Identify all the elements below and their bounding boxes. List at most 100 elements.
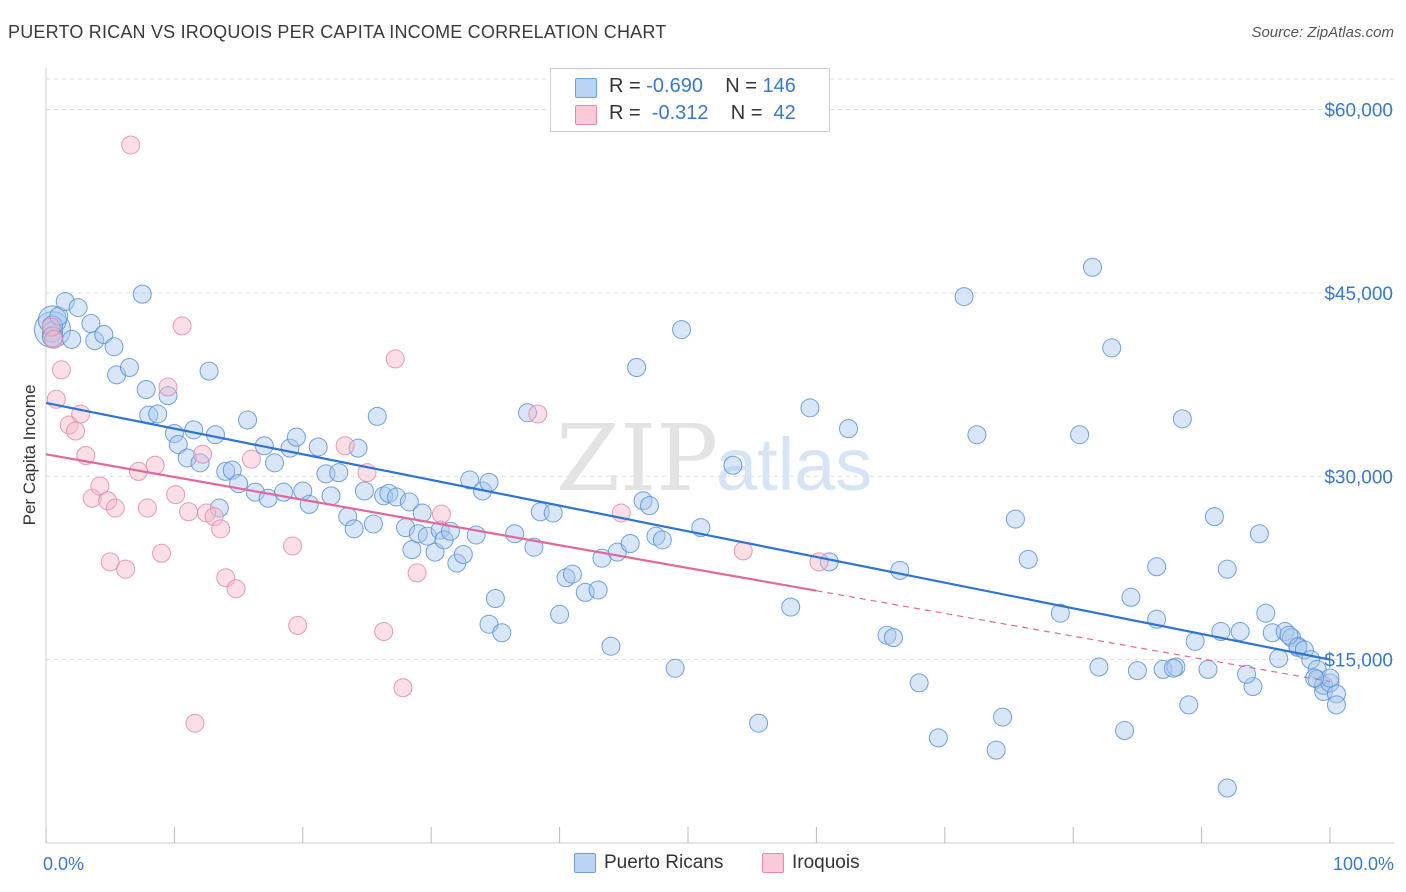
data-point [800,398,820,418]
data-point [211,519,231,539]
data-point [1082,257,1102,277]
data-point [562,564,582,584]
data-point [1005,509,1025,529]
data-point [329,463,349,483]
data-point [993,707,1013,727]
data-point [393,678,413,698]
axes [45,68,1394,844]
bottom-legend-label: Iroquois [792,852,860,873]
data-point [1237,664,1257,684]
data-point [68,298,88,318]
data-point [1256,603,1276,623]
data-point [119,357,139,377]
data-point [1243,677,1263,697]
data-point [1070,425,1090,445]
data-point [321,486,341,506]
data-point [986,740,1006,760]
data-point [505,524,525,544]
y-tick-label: $60,000 [1324,101,1393,122]
trend-line [45,453,817,592]
data-point [41,317,61,337]
data-point [528,404,548,424]
data-point [407,563,427,583]
data-point [100,552,120,572]
data-point [132,284,152,304]
data-point [51,360,71,380]
data-point [44,329,64,349]
data-point [1217,778,1237,798]
data-point [193,444,213,464]
data-point [1050,603,1070,623]
data-point [204,507,224,527]
data-point [1127,661,1147,681]
data-point [639,496,659,516]
data-point [152,543,172,563]
data-point [601,636,621,656]
data-point [62,329,82,349]
data-point [909,673,929,693]
data-point [286,427,306,447]
data-point [387,487,407,507]
data-point [588,580,608,600]
y-tick-label: $30,000 [1324,467,1393,488]
data-point [627,357,647,377]
data-point [116,559,136,579]
data-point [121,135,141,155]
data-point [485,589,505,609]
data-point [1320,668,1340,688]
data-point [367,406,387,426]
data-point [166,485,186,505]
y-tick-label: $45,000 [1324,284,1393,305]
data-point [1204,507,1224,527]
bottom-legend-swatch-pink [762,853,784,873]
legend-swatch-pink [575,105,597,125]
data-point [652,530,672,550]
data-point [288,615,308,635]
data-point [620,534,640,554]
trend-line-dashed [816,590,1331,683]
data-point [550,604,570,624]
data-point [781,597,801,617]
source-credit: Source: ZipAtlas.com [1251,24,1394,41]
data-point [1115,721,1135,741]
data-point [928,728,948,748]
data-point [241,449,261,469]
x-tick-label: 100.0% [1333,854,1394,874]
data-point [1279,625,1299,645]
data-point [308,437,328,457]
data-point [672,320,692,340]
legend-row-iroquois: R = -0.312 N = 42 [575,102,796,128]
data-point [136,379,156,399]
x-tick-label: 0.0% [43,854,84,874]
data-point [105,498,125,518]
data-point [890,560,910,580]
data-point [1249,524,1269,544]
data-point [399,492,419,512]
data-point [66,421,86,441]
bottom-legend-swatch-blue [574,853,596,873]
data-point [518,403,537,423]
data-point [104,337,124,357]
data-point [954,287,974,307]
data-point [335,436,355,456]
data-point [1179,695,1199,715]
data-point [363,514,383,534]
data-point [1172,409,1192,429]
data-point [148,404,168,424]
data-point [98,491,118,511]
correlation-legend: R = -0.690 N = 146 R = -0.312 N = 42 [550,68,830,132]
data-point [179,502,199,522]
data-point [556,568,576,588]
data-point [1018,549,1038,569]
data-point [385,349,405,369]
data-point [216,461,236,481]
data-point [453,545,473,565]
data-point [226,579,246,599]
data-point [1305,668,1325,688]
legend-swatch-blue [575,78,597,98]
data-point [967,425,987,445]
data-point [199,361,219,381]
data-point [402,540,422,560]
bottom-legend-label: Puerto Ricans [604,852,724,873]
